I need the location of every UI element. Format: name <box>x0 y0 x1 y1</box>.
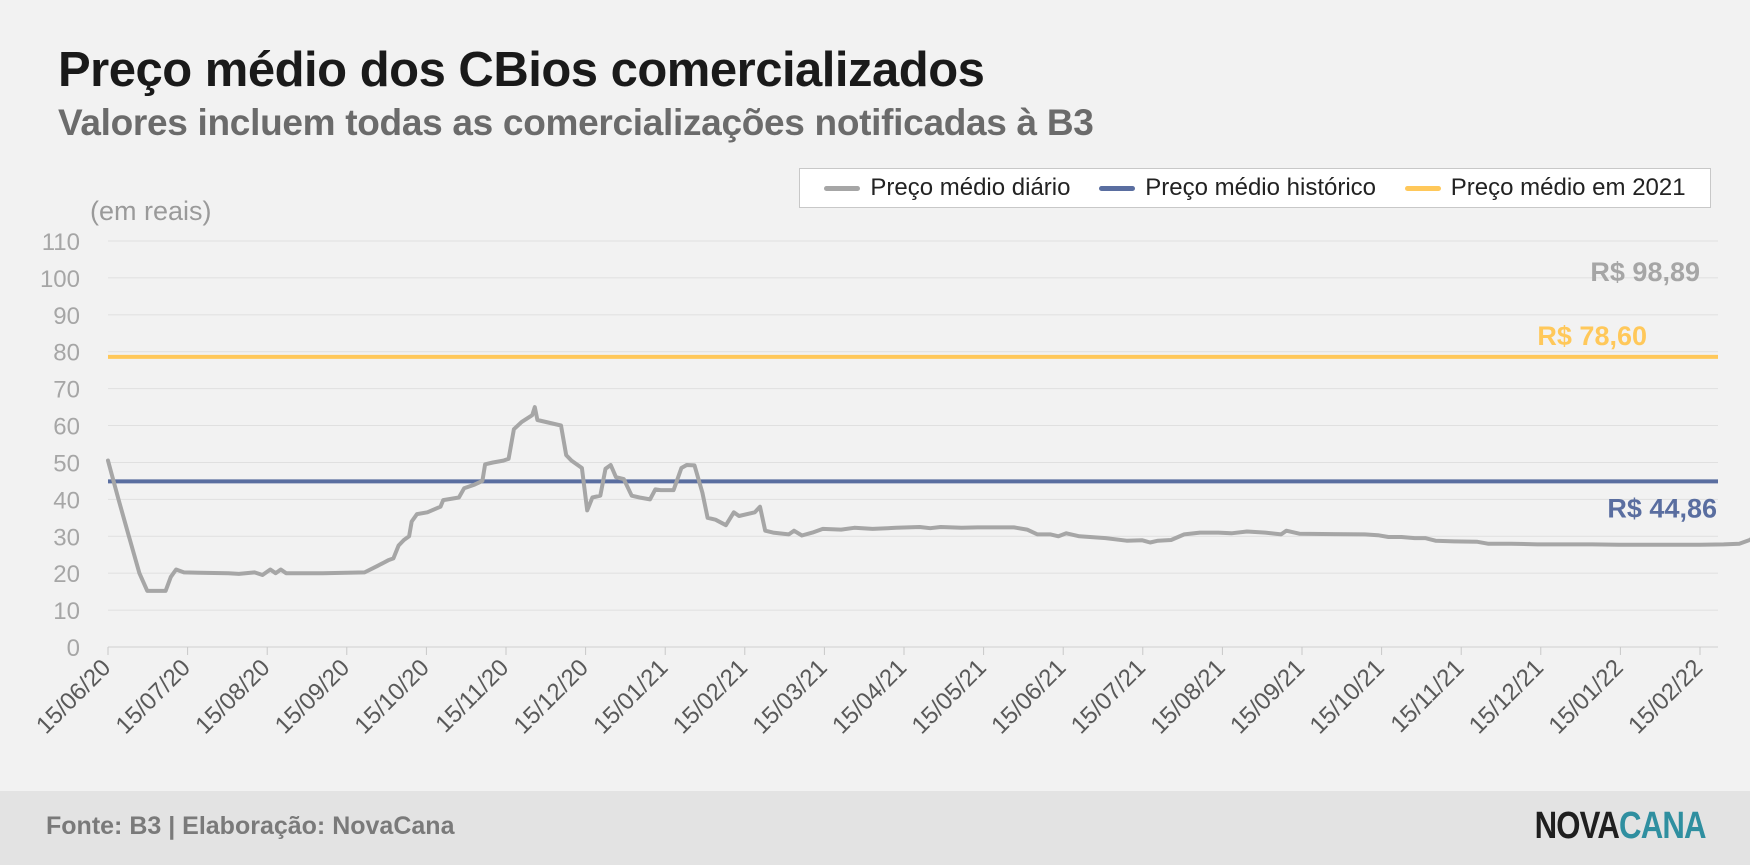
chart-subtitle: Valores incluem todas as comercializaçõe… <box>58 102 1094 143</box>
y-tick-label: 60 <box>53 414 80 441</box>
legend-swatch-daily <box>824 185 861 191</box>
novacana-logo: NOVACANA <box>1534 805 1707 848</box>
y-tick-label: 30 <box>53 524 80 551</box>
legend-item-2021: Preço médio em 2021 <box>1404 174 1686 202</box>
source-credit: Fonte: B3 | Elaboração: NovaCana <box>46 812 455 840</box>
x-tick-label: 15/12/21 <box>1464 654 1549 739</box>
y-tick-label: 50 <box>53 450 80 477</box>
logo-part-nova: NOVA <box>1534 805 1620 847</box>
y-tick-label: 100 <box>40 266 80 293</box>
y-tick-label: 20 <box>53 561 80 588</box>
value-label-daily: R$ 98,89 <box>1590 257 1700 287</box>
x-tick-label: 15/08/20 <box>190 654 275 739</box>
footer-bar: Fonte: B3 | Elaboração: NovaCana NOVACAN… <box>0 791 1750 865</box>
logo-part-cana: CANA <box>1619 805 1707 847</box>
y-tick-label: 90 <box>53 303 80 330</box>
legend-label-2021: Preço médio em 2021 <box>1450 174 1686 201</box>
x-tick-label: 15/01/22 <box>1543 654 1628 739</box>
chart-title: Preço médio dos CBios comercializados <box>58 43 985 97</box>
y-tick-label: 0 <box>67 635 80 662</box>
value-label-year2021: R$ 78,60 <box>1537 321 1647 351</box>
x-tick-label: 15/11/21 <box>1386 654 1470 738</box>
x-tick-label: 15/03/21 <box>747 654 832 739</box>
line-chart: 010203040506070809010011015/06/2015/07/2… <box>31 229 1750 739</box>
x-tick-label: 15/09/21 <box>1225 654 1310 739</box>
line-daily-price <box>106 405 1750 593</box>
legend-swatch-2021 <box>1404 185 1441 191</box>
y-tick-label: 110 <box>42 229 80 256</box>
y-tick-label: 70 <box>53 377 80 404</box>
x-tick-label: 15/02/22 <box>1623 654 1708 739</box>
x-tick-label: 15/07/20 <box>111 654 196 739</box>
y-tick-label: 80 <box>53 340 80 367</box>
legend-item-historic: Preço médio histórico <box>1099 174 1376 202</box>
chart-legend: Preço médio diário Preço médio histórico… <box>799 168 1711 208</box>
x-tick-label: 15/06/21 <box>986 654 1071 739</box>
y-axis-unit-label: (em reais) <box>90 196 212 226</box>
x-tick-label: 15/01/21 <box>588 654 673 739</box>
legend-label-daily: Preço médio diário <box>870 174 1071 201</box>
value-label-historic: R$ 44,86 <box>1607 493 1717 523</box>
x-tick-label: 15/10/21 <box>1305 654 1390 739</box>
legend-label-historic: Preço médio histórico <box>1145 174 1377 201</box>
x-tick-label: 15/02/21 <box>668 654 753 739</box>
x-tick-label: 15/11/20 <box>430 654 514 738</box>
x-tick-label: 15/09/20 <box>270 654 355 739</box>
x-tick-label: 15/05/21 <box>907 654 992 739</box>
x-tick-label: 15/04/21 <box>827 654 912 739</box>
x-tick-label: 15/10/20 <box>349 654 434 739</box>
y-tick-label: 10 <box>53 598 80 625</box>
x-tick-label: 15/08/21 <box>1145 654 1230 739</box>
legend-swatch-historic <box>1099 185 1136 191</box>
x-tick-label: 15/12/20 <box>509 654 594 739</box>
y-tick-label: 40 <box>53 487 80 514</box>
x-tick-label: 15/06/20 <box>31 654 116 739</box>
legend-item-daily: Preço médio diário <box>824 174 1070 202</box>
x-tick-label: 15/07/21 <box>1066 654 1151 739</box>
